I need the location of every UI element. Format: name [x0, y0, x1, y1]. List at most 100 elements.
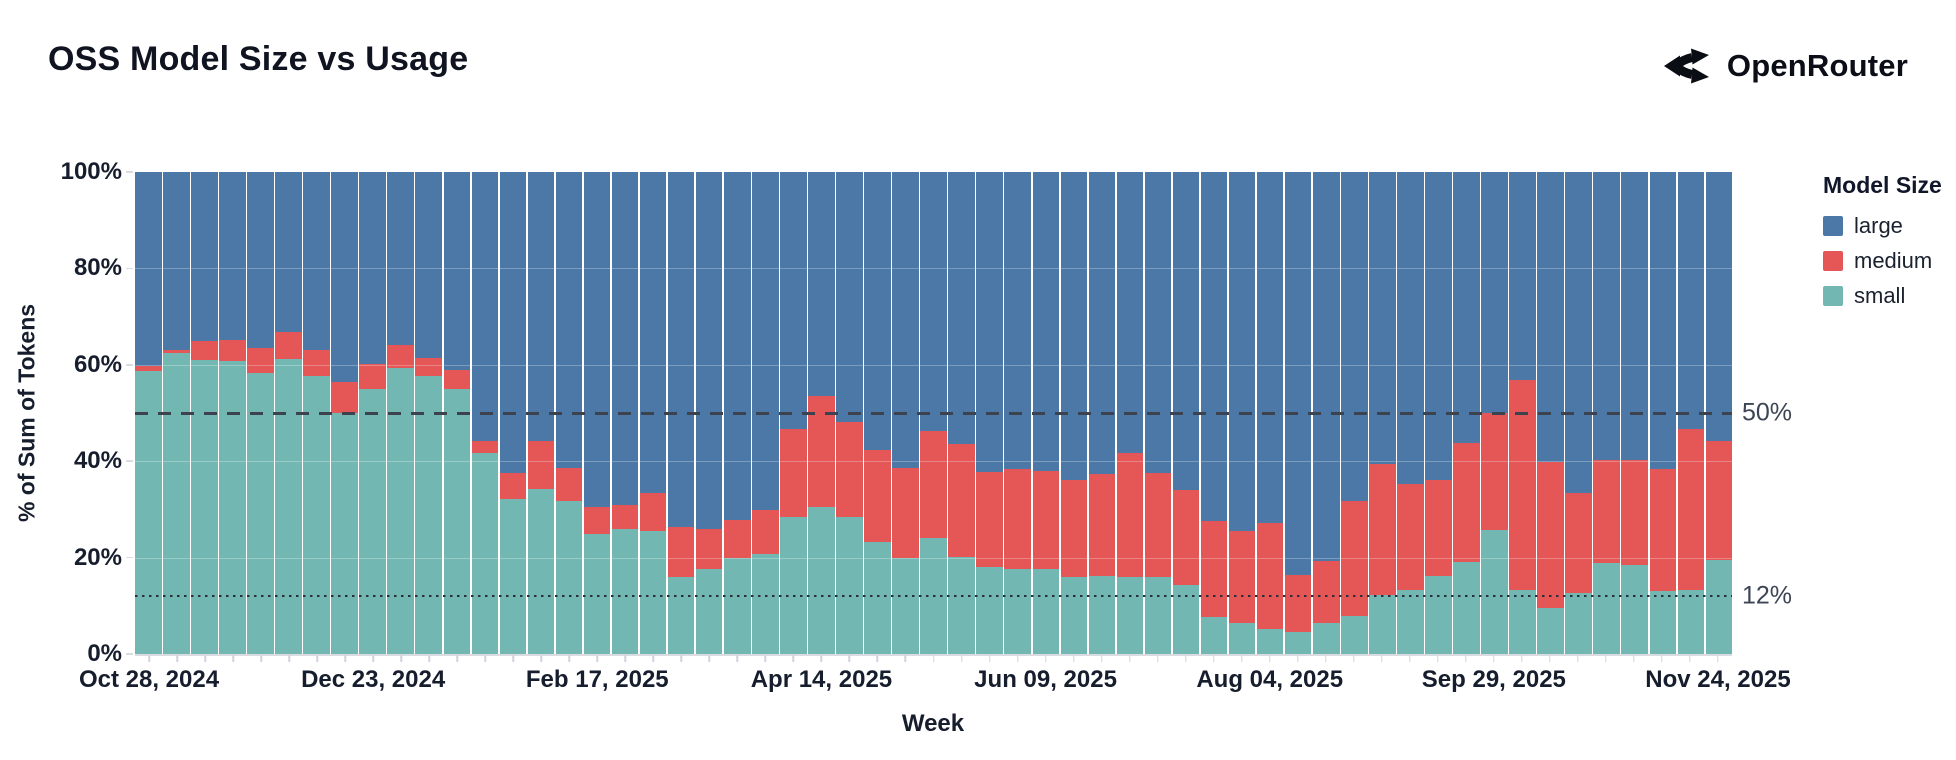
segment-large[interactable] [780, 172, 807, 430]
segment-medium[interactable] [275, 331, 302, 360]
segment-small[interactable] [1425, 575, 1452, 654]
segment-medium[interactable] [920, 430, 947, 539]
segment-small[interactable] [499, 499, 527, 654]
segment-medium[interactable] [191, 341, 218, 360]
segment-large[interactable] [836, 172, 863, 423]
bar-2024-12-30[interactable] [387, 172, 414, 655]
segment-small[interactable] [752, 553, 779, 654]
segment-small[interactable] [1088, 575, 1116, 654]
bar-2025-06-30[interactable] [1116, 172, 1144, 654]
bar-2025-03-31[interactable] [752, 172, 779, 654]
segment-medium[interactable] [948, 444, 975, 557]
segment-small[interactable] [1060, 576, 1088, 654]
segment-large[interactable] [219, 172, 246, 340]
segment-small[interactable] [247, 372, 274, 654]
segment-small[interactable] [836, 516, 863, 654]
bar-2025-10-13[interactable] [1537, 172, 1564, 655]
segment-small[interactable] [1453, 561, 1480, 654]
segment-large[interactable] [1256, 172, 1284, 523]
segment-small[interactable] [135, 370, 162, 654]
segment-small[interactable] [1256, 629, 1284, 654]
bar-2025-08-25[interactable] [1341, 172, 1368, 654]
segment-medium[interactable] [976, 471, 1003, 568]
segment-large[interactable] [723, 172, 751, 520]
segment-medium[interactable] [1621, 460, 1649, 566]
segment-small[interactable] [191, 359, 218, 654]
segment-small[interactable] [920, 538, 947, 654]
segment-large[interactable] [471, 172, 499, 442]
bar-2025-05-19[interactable] [948, 172, 975, 654]
segment-medium[interactable] [836, 422, 863, 517]
segment-small[interactable] [527, 488, 555, 654]
bar-2025-03-24[interactable] [723, 172, 751, 654]
bar-2025-05-05[interactable] [892, 172, 919, 655]
segment-small[interactable] [331, 413, 358, 654]
segment-medium[interactable] [1593, 459, 1620, 563]
legend-item-medium[interactable]: medium [1823, 248, 1953, 274]
segment-small[interactable] [555, 501, 583, 655]
bar-2025-09-22[interactable] [1453, 172, 1480, 654]
segment-medium[interactable] [163, 349, 190, 354]
segment-large[interactable] [1032, 172, 1060, 471]
segment-medium[interactable] [1341, 501, 1368, 616]
segment-medium[interactable] [695, 528, 723, 570]
segment-small[interactable] [1649, 590, 1677, 654]
segment-medium[interactable] [892, 468, 919, 558]
segment-large[interactable] [191, 172, 218, 342]
bar-2025-02-10[interactable] [555, 172, 583, 655]
segment-medium[interactable] [415, 357, 443, 376]
segment-medium[interactable] [667, 527, 695, 577]
bar-2025-07-14[interactable] [1172, 172, 1200, 654]
segment-large[interactable] [1228, 172, 1256, 531]
bar-2025-08-18[interactable] [1312, 172, 1340, 654]
bar-2024-12-23[interactable] [359, 172, 386, 655]
segment-small[interactable] [1032, 569, 1060, 654]
segment-medium[interactable] [1060, 480, 1088, 577]
segment-large[interactable] [976, 172, 1003, 472]
bar-2025-06-09[interactable] [1032, 172, 1060, 654]
segment-small[interactable] [1481, 529, 1508, 654]
segment-large[interactable] [864, 172, 891, 450]
segment-small[interactable] [1509, 589, 1536, 654]
segment-medium[interactable] [1256, 522, 1284, 630]
segment-large[interactable] [415, 172, 443, 358]
segment-small[interactable] [583, 533, 611, 654]
segment-medium[interactable] [639, 493, 667, 531]
segment-medium[interactable] [247, 348, 274, 373]
segment-medium[interactable] [1705, 440, 1733, 560]
segment-large[interactable] [1200, 172, 1228, 521]
segment-medium[interactable] [135, 365, 162, 371]
bar-2025-10-20[interactable] [1565, 172, 1592, 654]
segment-small[interactable] [1284, 631, 1312, 654]
segment-medium[interactable] [611, 505, 639, 529]
segment-medium[interactable] [1200, 520, 1228, 618]
segment-small[interactable] [1004, 569, 1031, 654]
segment-small[interactable] [1312, 623, 1340, 654]
segment-large[interactable] [1565, 172, 1592, 493]
segment-large[interactable] [611, 172, 639, 506]
legend-item-small[interactable]: small [1823, 283, 1953, 309]
segment-small[interactable] [808, 506, 835, 654]
bar-2025-08-04[interactable] [1256, 172, 1284, 654]
bar-2025-02-24[interactable] [611, 172, 639, 654]
segment-large[interactable] [920, 172, 947, 431]
segment-small[interactable] [1705, 559, 1733, 654]
segment-large[interactable] [303, 172, 330, 350]
segment-large[interactable] [808, 172, 835, 397]
segment-large[interactable] [163, 172, 190, 350]
segment-large[interactable] [1060, 172, 1088, 480]
segment-large[interactable] [1284, 172, 1312, 575]
segment-small[interactable] [303, 376, 330, 654]
segment-medium[interactable] [303, 349, 330, 377]
segment-large[interactable] [1705, 172, 1733, 441]
segment-medium[interactable] [527, 441, 555, 489]
segment-medium[interactable] [1004, 469, 1031, 570]
bar-2025-11-10[interactable] [1649, 172, 1677, 654]
segment-medium[interactable] [555, 468, 583, 502]
bar-2025-03-17[interactable] [695, 172, 723, 654]
segment-medium[interactable] [1284, 574, 1312, 632]
segment-small[interactable] [1200, 617, 1228, 654]
segment-large[interactable] [135, 172, 162, 366]
segment-small[interactable] [1144, 576, 1172, 654]
segment-small[interactable] [359, 389, 386, 655]
